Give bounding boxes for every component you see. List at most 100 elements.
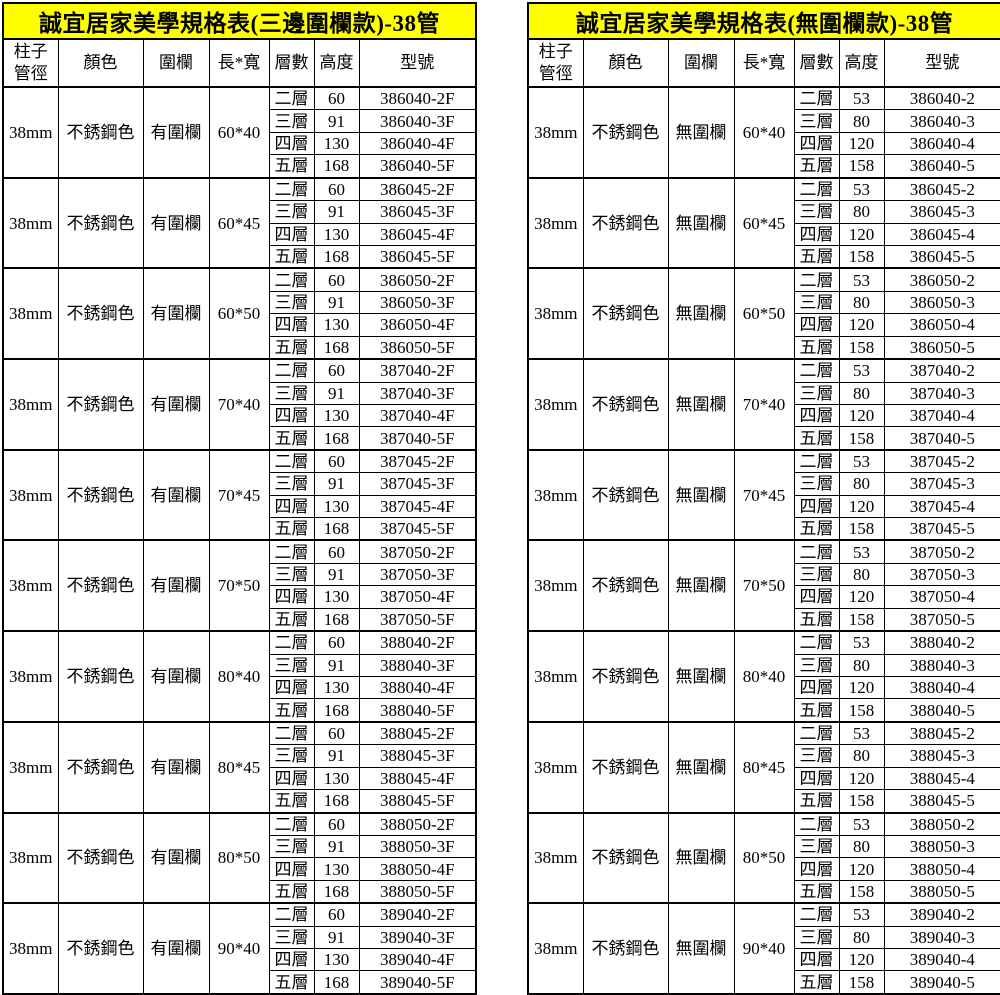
model-cell: 386045-5	[883, 244, 1000, 269]
height-cell: 158	[838, 335, 885, 360]
spec-row: 四層 130 388040-4F	[3, 675, 477, 700]
spec-row: 38mm 不銹鋼色 有圍欄 70*40 二層 60 387040-2F	[2, 358, 477, 451]
layers-cell: 二層	[268, 720, 315, 746]
model-cell: 388050-2F	[358, 811, 477, 836]
height-cell: 80	[838, 834, 885, 859]
model-cell: 388045-2F	[358, 720, 477, 746]
layers-cell: 四層	[268, 131, 315, 156]
height-cell: 130	[313, 948, 360, 972]
table-title: 誠宜居家美學規格表(三邊圍欄款)-38管	[2, 2, 477, 40]
column-header: 層數	[793, 38, 840, 88]
column-header: 柱子 管徑	[2, 38, 59, 88]
height-cell: 168	[313, 970, 360, 995]
height-cell: 60	[313, 176, 360, 202]
layers-cell: 二層	[793, 902, 840, 927]
spec-row: 四層 120 386045-4	[528, 222, 1000, 246]
model-cell: 386050-3F	[358, 290, 477, 315]
height-cell: 80	[838, 381, 885, 405]
height-cell: 80	[838, 653, 885, 677]
model-cell: 388040-4	[883, 675, 1000, 700]
layers-cell: 五層	[268, 970, 315, 995]
model-cell: 387040-2	[883, 358, 1000, 383]
model-cell: 388045-2	[883, 720, 1000, 746]
spec-row: 三層 80 386040-3	[528, 109, 1000, 133]
layers-cell: 三層	[268, 109, 315, 133]
model-cell: 387050-3	[883, 562, 1000, 587]
model-cell: 387050-4F	[358, 585, 477, 609]
spec-row: 五層 158 386050-5	[528, 335, 1000, 360]
column-header: 柱子 管徑	[527, 38, 584, 88]
height-cell: 60	[313, 539, 360, 564]
height-cell: 53	[838, 358, 885, 383]
table-title-row: 誠宜居家美學規格表(三邊圍欄款)-38管	[2, 2, 477, 40]
height-cell: 158	[838, 970, 885, 995]
height-cell: 120	[838, 313, 885, 337]
spec-row: 三層 91 388045-3F	[3, 744, 477, 768]
diameter-cell: 38mm	[527, 902, 584, 995]
column-header: 型號	[883, 38, 1000, 88]
color-cell: 不銹鋼色	[582, 86, 669, 179]
model-cell: 386050-2	[883, 267, 1000, 292]
table-header-row: 柱子 管徑 顏色 圍欄 長*寬 層數 高度 型號	[527, 38, 1000, 88]
color-cell: 不銹鋼色	[582, 448, 669, 541]
height-cell: 158	[838, 516, 885, 541]
size-cell: 70*40	[733, 358, 795, 451]
fence-cell: 無圍欄	[667, 176, 735, 269]
spec-row: 五層 168 389040-5F	[3, 970, 477, 995]
height-cell: 158	[838, 244, 885, 269]
model-cell: 386045-3	[883, 200, 1000, 224]
color-cell: 不銹鋼色	[57, 176, 144, 269]
diameter-cell: 38mm	[527, 539, 584, 632]
model-cell: 388045-5F	[358, 789, 477, 813]
spec-row: 五層 168 387040-5F	[3, 426, 477, 451]
layers-cell: 四層	[268, 585, 315, 609]
model-cell: 389040-4	[883, 948, 1000, 972]
fence-cell: 有圍欄	[142, 720, 210, 813]
column-header: 圍欄	[667, 38, 735, 88]
height-cell: 53	[838, 176, 885, 202]
layers-cell: 三層	[793, 200, 840, 224]
height-cell: 168	[313, 607, 360, 632]
fence-cell: 無圍欄	[667, 630, 735, 723]
model-cell: 386050-5	[883, 335, 1000, 360]
height-cell: 158	[838, 426, 885, 451]
height-cell: 91	[313, 472, 360, 496]
spec-row: 五層 158 389040-5	[528, 970, 1000, 995]
table-title-row: 誠宜居家美學規格表(無圍欄款)-38管	[527, 2, 1000, 40]
color-cell: 不銹鋼色	[582, 358, 669, 451]
height-cell: 120	[838, 131, 885, 156]
spec-row: 三層 80 388040-3	[528, 653, 1000, 677]
layers-cell: 四層	[793, 585, 840, 609]
layers-cell: 二層	[268, 630, 315, 655]
height-cell: 91	[313, 381, 360, 405]
table-title: 誠宜居家美學規格表(無圍欄款)-38管	[527, 2, 1000, 40]
height-cell: 130	[313, 857, 360, 881]
spec-row: 五層 158 387040-5	[528, 426, 1000, 451]
model-cell: 386045-2	[883, 176, 1000, 202]
column-header: 高度	[313, 38, 360, 88]
model-cell: 389040-5F	[358, 970, 477, 995]
height-cell: 53	[838, 267, 885, 292]
height-cell: 130	[313, 675, 360, 700]
fence-cell: 無圍欄	[667, 86, 735, 179]
size-cell: 80*50	[208, 811, 270, 904]
layers-cell: 二層	[268, 448, 315, 474]
column-header: 層數	[268, 38, 315, 88]
model-cell: 388045-3	[883, 744, 1000, 768]
model-cell: 386040-5F	[358, 154, 477, 179]
color-cell: 不銹鋼色	[57, 902, 144, 995]
model-cell: 386040-2F	[358, 86, 477, 111]
diameter-cell: 38mm	[2, 86, 59, 179]
diameter-cell: 38mm	[2, 539, 59, 632]
spec-row: 三層 80 386045-3	[528, 200, 1000, 224]
model-cell: 387040-4F	[358, 403, 477, 428]
layers-cell: 五層	[793, 335, 840, 360]
size-cell: 80*45	[208, 720, 270, 813]
size-cell: 80*50	[733, 811, 795, 904]
color-cell: 不銹鋼色	[582, 902, 669, 995]
fence-cell: 有圍欄	[142, 448, 210, 541]
fence-cell: 無圍欄	[667, 902, 735, 995]
layers-cell: 二層	[793, 811, 840, 836]
layers-cell: 二層	[268, 539, 315, 564]
spec-row: 三層 80 388045-3	[528, 744, 1000, 768]
